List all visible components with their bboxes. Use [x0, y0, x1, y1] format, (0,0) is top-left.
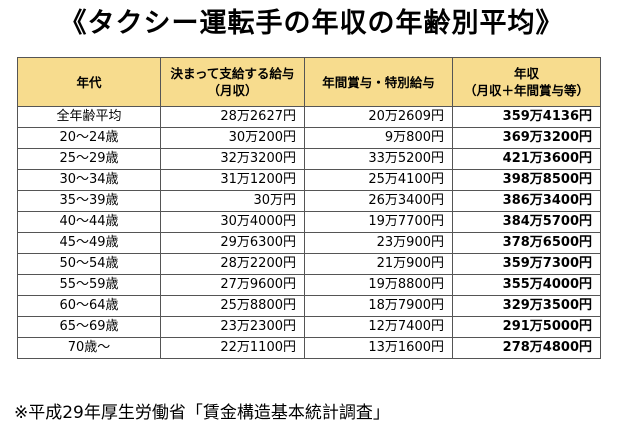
annual-income-cell: 359万7300円: [452, 253, 601, 275]
annual-bonus-cell: 9万800円: [304, 127, 453, 149]
annual-income-cell: 369万3200円: [452, 127, 601, 149]
age-cell: 65～69歳: [17, 316, 161, 338]
annual-bonus-cell: 23万900円: [304, 232, 453, 254]
age-cell: 50～54歳: [17, 253, 161, 275]
annual-income-cell: 355万4000円: [452, 274, 601, 296]
table-row: 45～49歳 29万6300円 23万900円 378万6500円: [17, 232, 601, 254]
table-row: 60～64歳 25万8800円 18万7900円 329万3500円: [17, 295, 601, 317]
age-cell: 35～39歳: [17, 190, 161, 212]
annual-bonus-cell: 33万5200円: [304, 148, 453, 170]
annual-bonus-cell: 20万2609円: [304, 106, 453, 128]
table-row: 30～34歳 31万1200円 25万4100円 398万8500円: [17, 169, 601, 191]
monthly-salary-cell: 28万2200円: [160, 253, 305, 275]
table-row: 55～59歳 27万9600円 19万8800円 355万4000円: [17, 274, 601, 296]
monthly-salary-cell: 28万2627円: [160, 106, 305, 128]
annual-bonus-cell: 12万7400円: [304, 316, 453, 338]
header-age: 年代: [17, 57, 161, 107]
annual-bonus-cell: 13万1600円: [304, 337, 453, 359]
age-cell: 55～59歳: [17, 274, 161, 296]
annual-income-cell: 384万5700円: [452, 211, 601, 233]
table-row: 70歳～ 22万1100円 13万1600円 278万4800円: [17, 337, 601, 359]
source-footnote: ※平成29年厚生労働省「賃金構造基本統計調査」: [14, 403, 390, 423]
table-row: 25～29歳 32万3200円 33万5200円 421万3600円: [17, 148, 601, 170]
annual-bonus-cell: 19万7700円: [304, 211, 453, 233]
annual-bonus-cell: 26万3400円: [304, 190, 453, 212]
age-cell: 20～24歳: [17, 127, 161, 149]
monthly-salary-cell: 30万4000円: [160, 211, 305, 233]
annual-income-cell: 378万6500円: [452, 232, 601, 254]
age-cell: 45～49歳: [17, 232, 161, 254]
age-cell: 25～29歳: [17, 148, 161, 170]
monthly-salary-cell: 31万1200円: [160, 169, 305, 191]
salary-table: 年代 決まって支給する給与 （月収） 年間賞与・特別給与 年収 （月収＋年間賞与…: [17, 57, 601, 359]
table-row: 全年齢平均 28万2627円 20万2609円 359万4136円: [17, 106, 601, 128]
annual-income-cell: 278万4800円: [452, 337, 601, 359]
age-cell: 60～64歳: [17, 295, 161, 317]
monthly-salary-cell: 22万1100円: [160, 337, 305, 359]
monthly-salary-cell: 23万2300円: [160, 316, 305, 338]
monthly-salary-cell: 30万200円: [160, 127, 305, 149]
annual-bonus-cell: 19万8800円: [304, 274, 453, 296]
table-row: 20～24歳 30万200円 9万800円 369万3200円: [17, 127, 601, 149]
annual-bonus-cell: 21万900円: [304, 253, 453, 275]
header-bonus: 年間賞与・特別給与: [304, 57, 453, 107]
annual-income-cell: 359万4136円: [452, 106, 601, 128]
monthly-salary-cell: 32万3200円: [160, 148, 305, 170]
annual-income-cell: 421万3600円: [452, 148, 601, 170]
annual-income-cell: 291万5000円: [452, 316, 601, 338]
header-annual: 年収 （月収＋年間賞与等）: [452, 57, 601, 107]
annual-income-cell: 329万3500円: [452, 295, 601, 317]
age-cell: 30～34歳: [17, 169, 161, 191]
table-row: 65～69歳 23万2300円 12万7400円 291万5000円: [17, 316, 601, 338]
annual-bonus-cell: 18万7900円: [304, 295, 453, 317]
table-row: 35～39歳 30万円 26万3400円 386万3400円: [17, 190, 601, 212]
age-cell: 全年齢平均: [17, 106, 161, 128]
monthly-salary-cell: 29万6300円: [160, 232, 305, 254]
annual-income-cell: 386万3400円: [452, 190, 601, 212]
header-monthly: 決まって支給する給与 （月収）: [160, 57, 305, 107]
annual-income-cell: 398万8500円: [452, 169, 601, 191]
monthly-salary-cell: 25万8800円: [160, 295, 305, 317]
age-cell: 70歳～: [17, 337, 161, 359]
table-row: 40～44歳 30万4000円 19万7700円 384万5700円: [17, 211, 601, 233]
table-header-row: 年代 決まって支給する給与 （月収） 年間賞与・特別給与 年収 （月収＋年間賞与…: [17, 57, 601, 107]
page-title: 《タクシー運転手の年収の年齢別平均》: [59, 8, 564, 39]
monthly-salary-cell: 30万円: [160, 190, 305, 212]
age-cell: 40～44歳: [17, 211, 161, 233]
table-row: 50～54歳 28万2200円 21万900円 359万7300円: [17, 253, 601, 275]
annual-bonus-cell: 25万4100円: [304, 169, 453, 191]
monthly-salary-cell: 27万9600円: [160, 274, 305, 296]
table-body: 全年齢平均 28万2627円 20万2609円 359万4136円 20～24歳 30万2…: [17, 106, 601, 359]
